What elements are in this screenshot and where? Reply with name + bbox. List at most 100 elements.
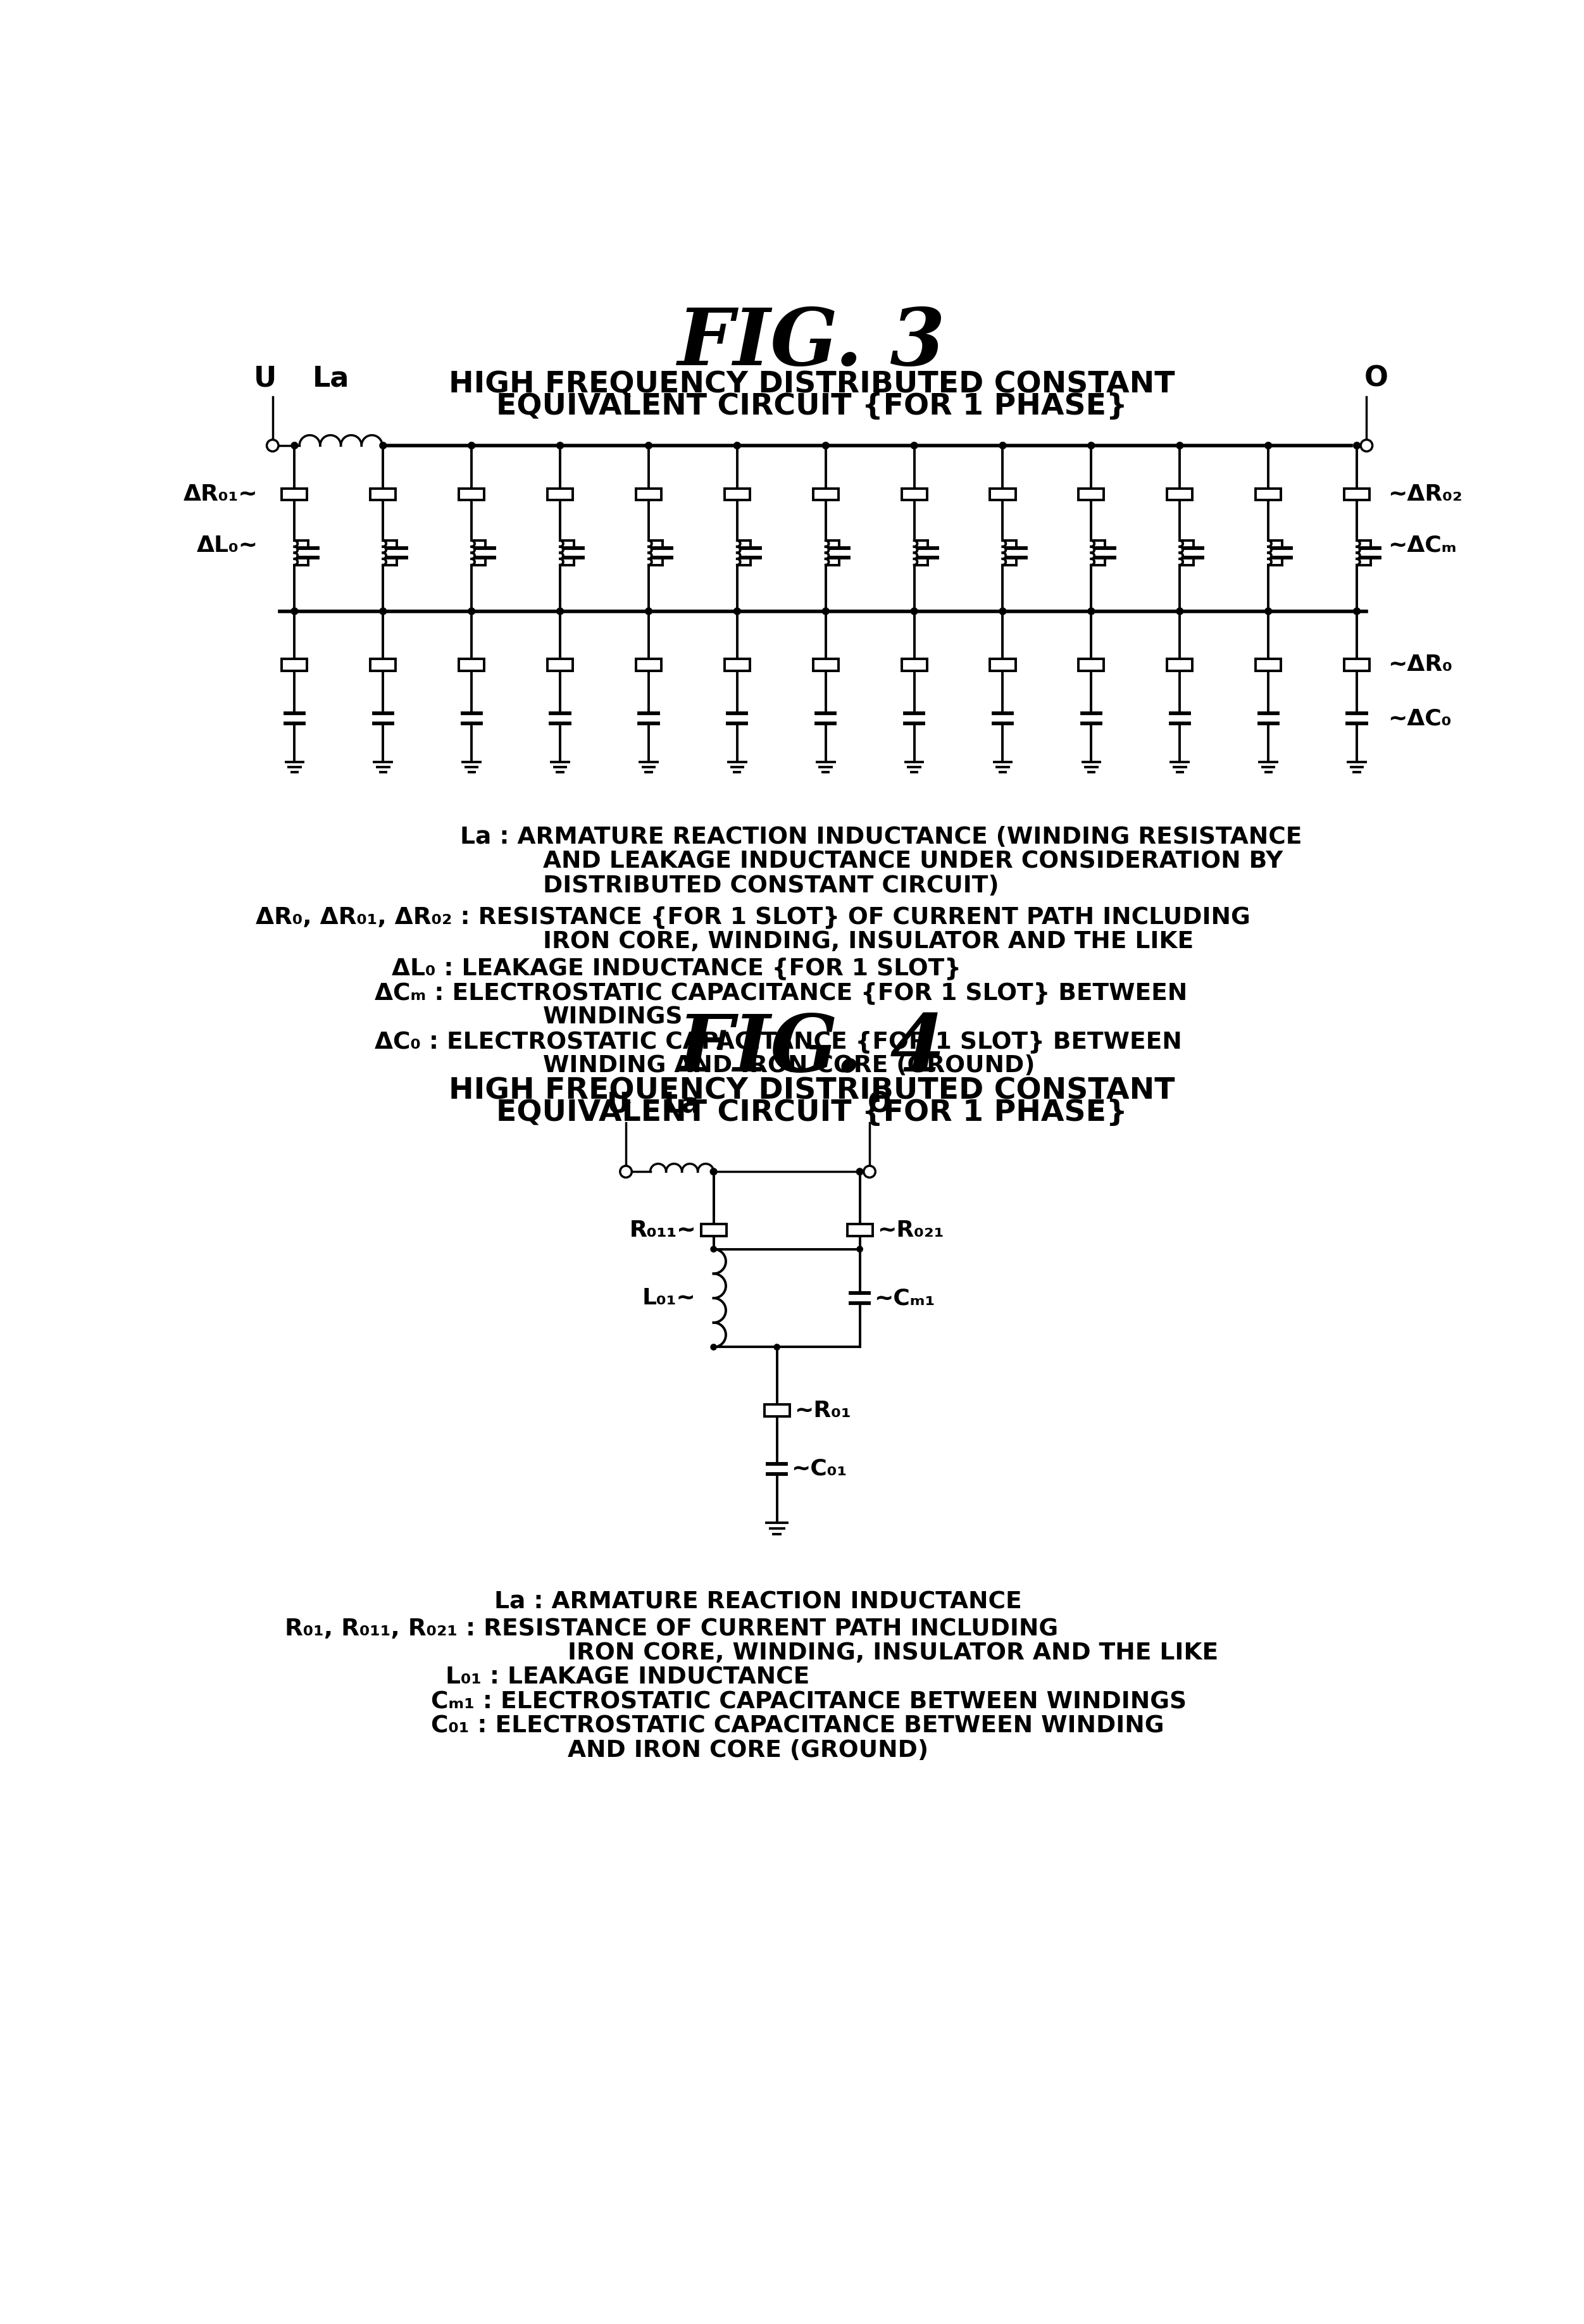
Circle shape [1000, 609, 1006, 614]
Text: ΔC₀ : ELECTROSTATIC CAPACITANCE {FOR 1 SLOT} BETWEEN: ΔC₀ : ELECTROSTATIC CAPACITANCE {FOR 1 S… [375, 1030, 1182, 1053]
Text: ΔCₘ : ELECTROSTATIC CAPACITANCE {FOR 1 SLOT} BETWEEN: ΔCₘ : ELECTROSTATIC CAPACITANCE {FOR 1 S… [375, 981, 1188, 1004]
Text: U: U [253, 365, 277, 393]
Text: HIGH FREQUENCY DISTRIBUTED CONSTANT: HIGH FREQUENCY DISTRIBUTED CONSTANT [448, 370, 1175, 400]
Bar [1167, 488, 1193, 500]
Bar [847, 1225, 873, 1236]
Bar [635, 488, 661, 500]
Bar [371, 488, 396, 500]
Text: AND IRON CORE (GROUND): AND IRON CORE (GROUND) [567, 1738, 928, 1762]
Bar [724, 488, 749, 500]
Text: IRON CORE, WINDING, INSULATOR AND THE LIKE: IRON CORE, WINDING, INSULATOR AND THE LI… [567, 1643, 1218, 1664]
Text: ~R₀₂₁: ~R₀₂₁ [878, 1220, 944, 1241]
Bar [901, 488, 927, 500]
Circle shape [556, 609, 564, 614]
Circle shape [775, 1343, 779, 1350]
Bar [1167, 660, 1193, 672]
Text: ~ΔC₀: ~ΔC₀ [1388, 709, 1451, 730]
Circle shape [556, 442, 564, 449]
Circle shape [863, 1167, 876, 1178]
Bar [548, 660, 573, 672]
Circle shape [911, 609, 917, 614]
Bar [371, 660, 396, 672]
Circle shape [645, 609, 653, 614]
Text: Cₘ₁ : ELECTROSTATIC CAPACITANCE BETWEEN WINDINGS: Cₘ₁ : ELECTROSTATIC CAPACITANCE BETWEEN … [431, 1690, 1186, 1713]
Circle shape [711, 1343, 716, 1350]
Text: O: O [868, 1090, 892, 1118]
Text: FIG. 4: FIG. 4 [678, 1011, 946, 1088]
Circle shape [1000, 442, 1006, 449]
Bar [548, 488, 573, 500]
Circle shape [822, 609, 828, 614]
Circle shape [711, 1246, 716, 1253]
Circle shape [1266, 442, 1272, 449]
Text: La : ARMATURE REACTION INDUCTANCE (WINDING RESISTANCE: La : ARMATURE REACTION INDUCTANCE (WINDI… [461, 825, 1302, 848]
Circle shape [710, 1169, 718, 1176]
Text: ΔR₀₁~: ΔR₀₁~ [184, 483, 258, 504]
Circle shape [645, 442, 653, 449]
Bar [1256, 488, 1281, 500]
Bar [990, 488, 1015, 500]
Text: EQUIVALENT CIRCUIT {FOR 1 PHASE}: EQUIVALENT CIRCUIT {FOR 1 PHASE} [496, 1099, 1128, 1127]
Bar [1345, 660, 1370, 672]
Circle shape [733, 442, 741, 449]
Text: ~C₀₁: ~C₀₁ [790, 1457, 847, 1480]
Bar [1256, 660, 1281, 672]
Circle shape [266, 439, 279, 451]
Text: ~Cₘ₁: ~Cₘ₁ [874, 1287, 935, 1308]
Circle shape [1177, 609, 1183, 614]
Bar [702, 1225, 727, 1236]
Circle shape [619, 1167, 632, 1178]
Bar [813, 488, 838, 500]
Circle shape [1177, 442, 1183, 449]
Circle shape [469, 442, 475, 449]
Text: WINDING AND IRON CORE (GROUND): WINDING AND IRON CORE (GROUND) [543, 1055, 1034, 1078]
Bar [282, 660, 307, 672]
Text: HIGH FREQUENCY DISTRIBUTED CONSTANT: HIGH FREQUENCY DISTRIBUTED CONSTANT [448, 1076, 1175, 1106]
Circle shape [822, 442, 828, 449]
Circle shape [1088, 442, 1095, 449]
Text: L₀₁ : LEAKAGE INDUCTANCE: L₀₁ : LEAKAGE INDUCTANCE [445, 1666, 809, 1690]
Bar [901, 660, 927, 672]
Text: L₀₁~: L₀₁~ [643, 1287, 695, 1308]
Circle shape [380, 609, 386, 614]
Circle shape [857, 1246, 863, 1253]
Text: ΔL₀ : LEAKAGE INDUCTANCE {FOR 1 SLOT}: ΔL₀ : LEAKAGE INDUCTANCE {FOR 1 SLOT} [391, 957, 961, 981]
Circle shape [1088, 609, 1095, 614]
Circle shape [380, 442, 386, 449]
Bar [702, 1225, 727, 1236]
Circle shape [1353, 442, 1361, 449]
Circle shape [1353, 609, 1361, 614]
Text: FIG. 3: FIG. 3 [678, 304, 946, 381]
Bar [990, 660, 1015, 672]
Bar [282, 488, 307, 500]
Text: DISTRIBUTED CONSTANT CIRCUIT): DISTRIBUTED CONSTANT CIRCUIT) [543, 874, 1000, 897]
Circle shape [911, 442, 917, 449]
Text: O: O [1364, 365, 1388, 393]
Text: IRON CORE, WINDING, INSULATOR AND THE LIKE: IRON CORE, WINDING, INSULATOR AND THE LI… [543, 930, 1194, 953]
Text: U: U [607, 1090, 630, 1118]
Text: La : ARMATURE REACTION INDUCTANCE: La : ARMATURE REACTION INDUCTANCE [494, 1590, 1022, 1613]
Bar [765, 1404, 790, 1415]
Bar [459, 488, 485, 500]
Bar [1345, 488, 1370, 500]
Circle shape [291, 609, 298, 614]
Text: R₀₁₁~: R₀₁₁~ [629, 1220, 695, 1241]
Circle shape [291, 442, 298, 449]
Bar [724, 660, 749, 672]
Bar [1079, 660, 1104, 672]
Bar [813, 660, 838, 672]
Bar [635, 660, 661, 672]
Circle shape [733, 609, 741, 614]
Text: R₀₁, R₀₁₁, R₀₂₁ : RESISTANCE OF CURRENT PATH INCLUDING: R₀₁, R₀₁₁, R₀₂₁ : RESISTANCE OF CURRENT … [285, 1618, 1058, 1641]
Text: EQUIVALENT CIRCUIT {FOR 1 PHASE}: EQUIVALENT CIRCUIT {FOR 1 PHASE} [496, 393, 1128, 421]
Text: R₀₁₁~: R₀₁₁~ [629, 1220, 695, 1241]
Text: La: La [664, 1090, 700, 1118]
Text: ΔL₀~: ΔL₀~ [196, 535, 258, 555]
Text: C₀₁ : ELECTROSTATIC CAPACITANCE BETWEEN WINDING: C₀₁ : ELECTROSTATIC CAPACITANCE BETWEEN … [431, 1715, 1164, 1738]
Text: La: La [312, 365, 350, 393]
Text: ~ΔR₀: ~ΔR₀ [1388, 653, 1453, 676]
Text: WINDINGS: WINDINGS [543, 1006, 683, 1030]
Bar [459, 660, 485, 672]
Circle shape [1266, 609, 1272, 614]
Bar [1079, 488, 1104, 500]
